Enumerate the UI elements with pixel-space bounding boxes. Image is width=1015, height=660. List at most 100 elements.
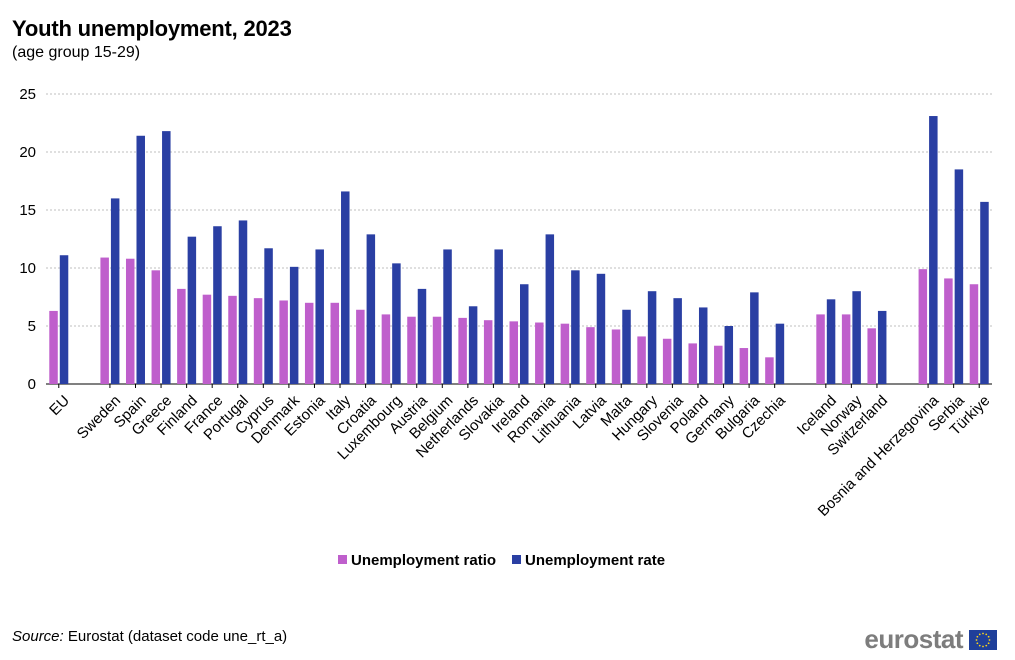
- bar-unemployment-ratio: [816, 314, 825, 384]
- bar-unemployment-ratio: [944, 278, 953, 384]
- bar-unemployment-ratio: [688, 343, 697, 384]
- bar-unemployment-rate: [187, 236, 197, 384]
- bar-unemployment-rate: [162, 131, 171, 384]
- legend-label: Unemployment rate: [525, 552, 665, 569]
- bar-unemployment-rate: [366, 234, 376, 384]
- flag-star: [987, 641, 990, 644]
- bar-unemployment-ratio: [458, 317, 467, 384]
- bar-unemployment-ratio: [432, 316, 442, 384]
- bar-unemployment-rate: [698, 307, 708, 384]
- bar-unemployment-rate: [289, 266, 299, 384]
- bar-unemployment-rate: [213, 226, 222, 384]
- legend-swatch: [338, 555, 347, 564]
- bar-unemployment-rate: [622, 309, 631, 384]
- bar-unemployment-ratio: [637, 336, 646, 384]
- bar-unemployment-rate: [136, 135, 145, 384]
- bar-unemployment-rate: [775, 323, 785, 384]
- flag-star: [976, 635, 979, 638]
- flag-star: [985, 632, 988, 635]
- bar-unemployment-ratio: [867, 328, 876, 384]
- bar-unemployment-rate: [264, 248, 273, 384]
- bar-unemployment-ratio: [381, 314, 391, 384]
- bar-unemployment-rate: [826, 299, 836, 384]
- bar-unemployment-ratio: [202, 294, 212, 384]
- flag-star: [976, 641, 979, 644]
- bar-unemployment-rate: [443, 249, 452, 384]
- bar-unemployment-rate: [750, 292, 759, 384]
- bar-unemployment-ratio: [407, 316, 416, 384]
- eu-flag-icon: [969, 629, 997, 650]
- flag-star: [978, 644, 981, 647]
- bar-unemployment-ratio: [253, 298, 263, 384]
- flag-star: [985, 644, 988, 647]
- bar-unemployment-rate: [341, 191, 350, 384]
- bar-unemployment-ratio: [177, 288, 186, 384]
- bar-unemployment-ratio: [560, 323, 570, 384]
- flag-star: [982, 632, 984, 634]
- chart-subtitle: (age group 15-29): [12, 44, 141, 61]
- bar-unemployment-rate: [571, 270, 580, 384]
- bar-unemployment-rate: [954, 169, 964, 384]
- eurostat-logo: eurostat: [864, 624, 997, 655]
- y-tick-label: 25: [19, 86, 36, 103]
- bar-unemployment-ratio: [356, 309, 365, 384]
- bar-unemployment-rate: [647, 291, 657, 384]
- legend-label: Unemployment ratio: [351, 552, 496, 569]
- eurostat-logo-text: eurostat: [864, 624, 963, 654]
- source-text: Eurostat (dataset code une_rt_a): [63, 628, 288, 645]
- bar-unemployment-ratio: [535, 322, 544, 384]
- y-tick-label: 5: [28, 318, 36, 335]
- bar-unemployment-rate: [520, 284, 529, 384]
- legend-swatch: [512, 555, 521, 564]
- bar-unemployment-rate: [110, 198, 120, 384]
- bar-unemployment-ratio: [969, 284, 979, 384]
- bar-unemployment-ratio: [279, 300, 288, 384]
- bar-unemployment-rate: [238, 220, 248, 384]
- bar-unemployment-rate: [417, 288, 427, 384]
- bar-unemployment-ratio: [125, 258, 135, 384]
- bar-unemployment-rate: [673, 298, 682, 384]
- bar-unemployment-ratio: [100, 257, 109, 384]
- bar-unemployment-ratio: [918, 269, 928, 384]
- bar-unemployment-ratio: [304, 302, 314, 384]
- bar-unemployment-ratio: [841, 314, 851, 384]
- y-tick-label: 15: [19, 202, 36, 219]
- bar-unemployment-rate: [392, 263, 401, 384]
- flag-star: [987, 635, 990, 638]
- bar-unemployment-ratio: [151, 270, 161, 384]
- bar-unemployment-ratio: [611, 329, 621, 384]
- bar-unemployment-rate: [877, 310, 887, 384]
- bar-unemployment-rate: [59, 255, 69, 384]
- bar-unemployment-ratio: [330, 302, 340, 384]
- y-tick-label: 20: [19, 144, 36, 161]
- bar-unemployment-ratio: [49, 310, 58, 384]
- source-label: Source:: [12, 628, 64, 645]
- bar-unemployment-rate: [315, 249, 324, 384]
- chart-title: Youth unemployment, 2023: [12, 16, 292, 41]
- bar-unemployment-rate: [468, 306, 478, 384]
- flag-star: [988, 638, 991, 641]
- bar-unemployment-rate: [596, 273, 606, 384]
- bar-unemployment-rate: [852, 291, 861, 384]
- bar-unemployment-rate: [724, 326, 734, 384]
- source-note: Source: Eurostat (dataset code une_rt_a): [12, 628, 287, 645]
- flag-star: [975, 638, 978, 641]
- bar-unemployment-ratio: [586, 327, 595, 384]
- bar-unemployment-rate: [980, 201, 989, 384]
- bar-unemployment-ratio: [483, 320, 493, 384]
- bar-unemployment-rate: [494, 249, 503, 384]
- y-tick-label: 10: [19, 260, 36, 277]
- bar-unemployment-ratio: [228, 295, 237, 384]
- flag-star: [982, 645, 984, 647]
- bar-unemployment-ratio: [765, 357, 774, 384]
- bar-unemployment-rate: [929, 116, 938, 384]
- bar-unemployment-rate: [545, 234, 555, 384]
- bar-unemployment-ratio: [714, 345, 723, 384]
- flag-star: [978, 632, 981, 635]
- y-tick-label: 0: [28, 376, 36, 393]
- bar-unemployment-ratio: [662, 338, 672, 384]
- x-tick-label: EU: [46, 392, 73, 419]
- bar-unemployment-ratio: [739, 348, 749, 384]
- bar-unemployment-ratio: [509, 321, 518, 384]
